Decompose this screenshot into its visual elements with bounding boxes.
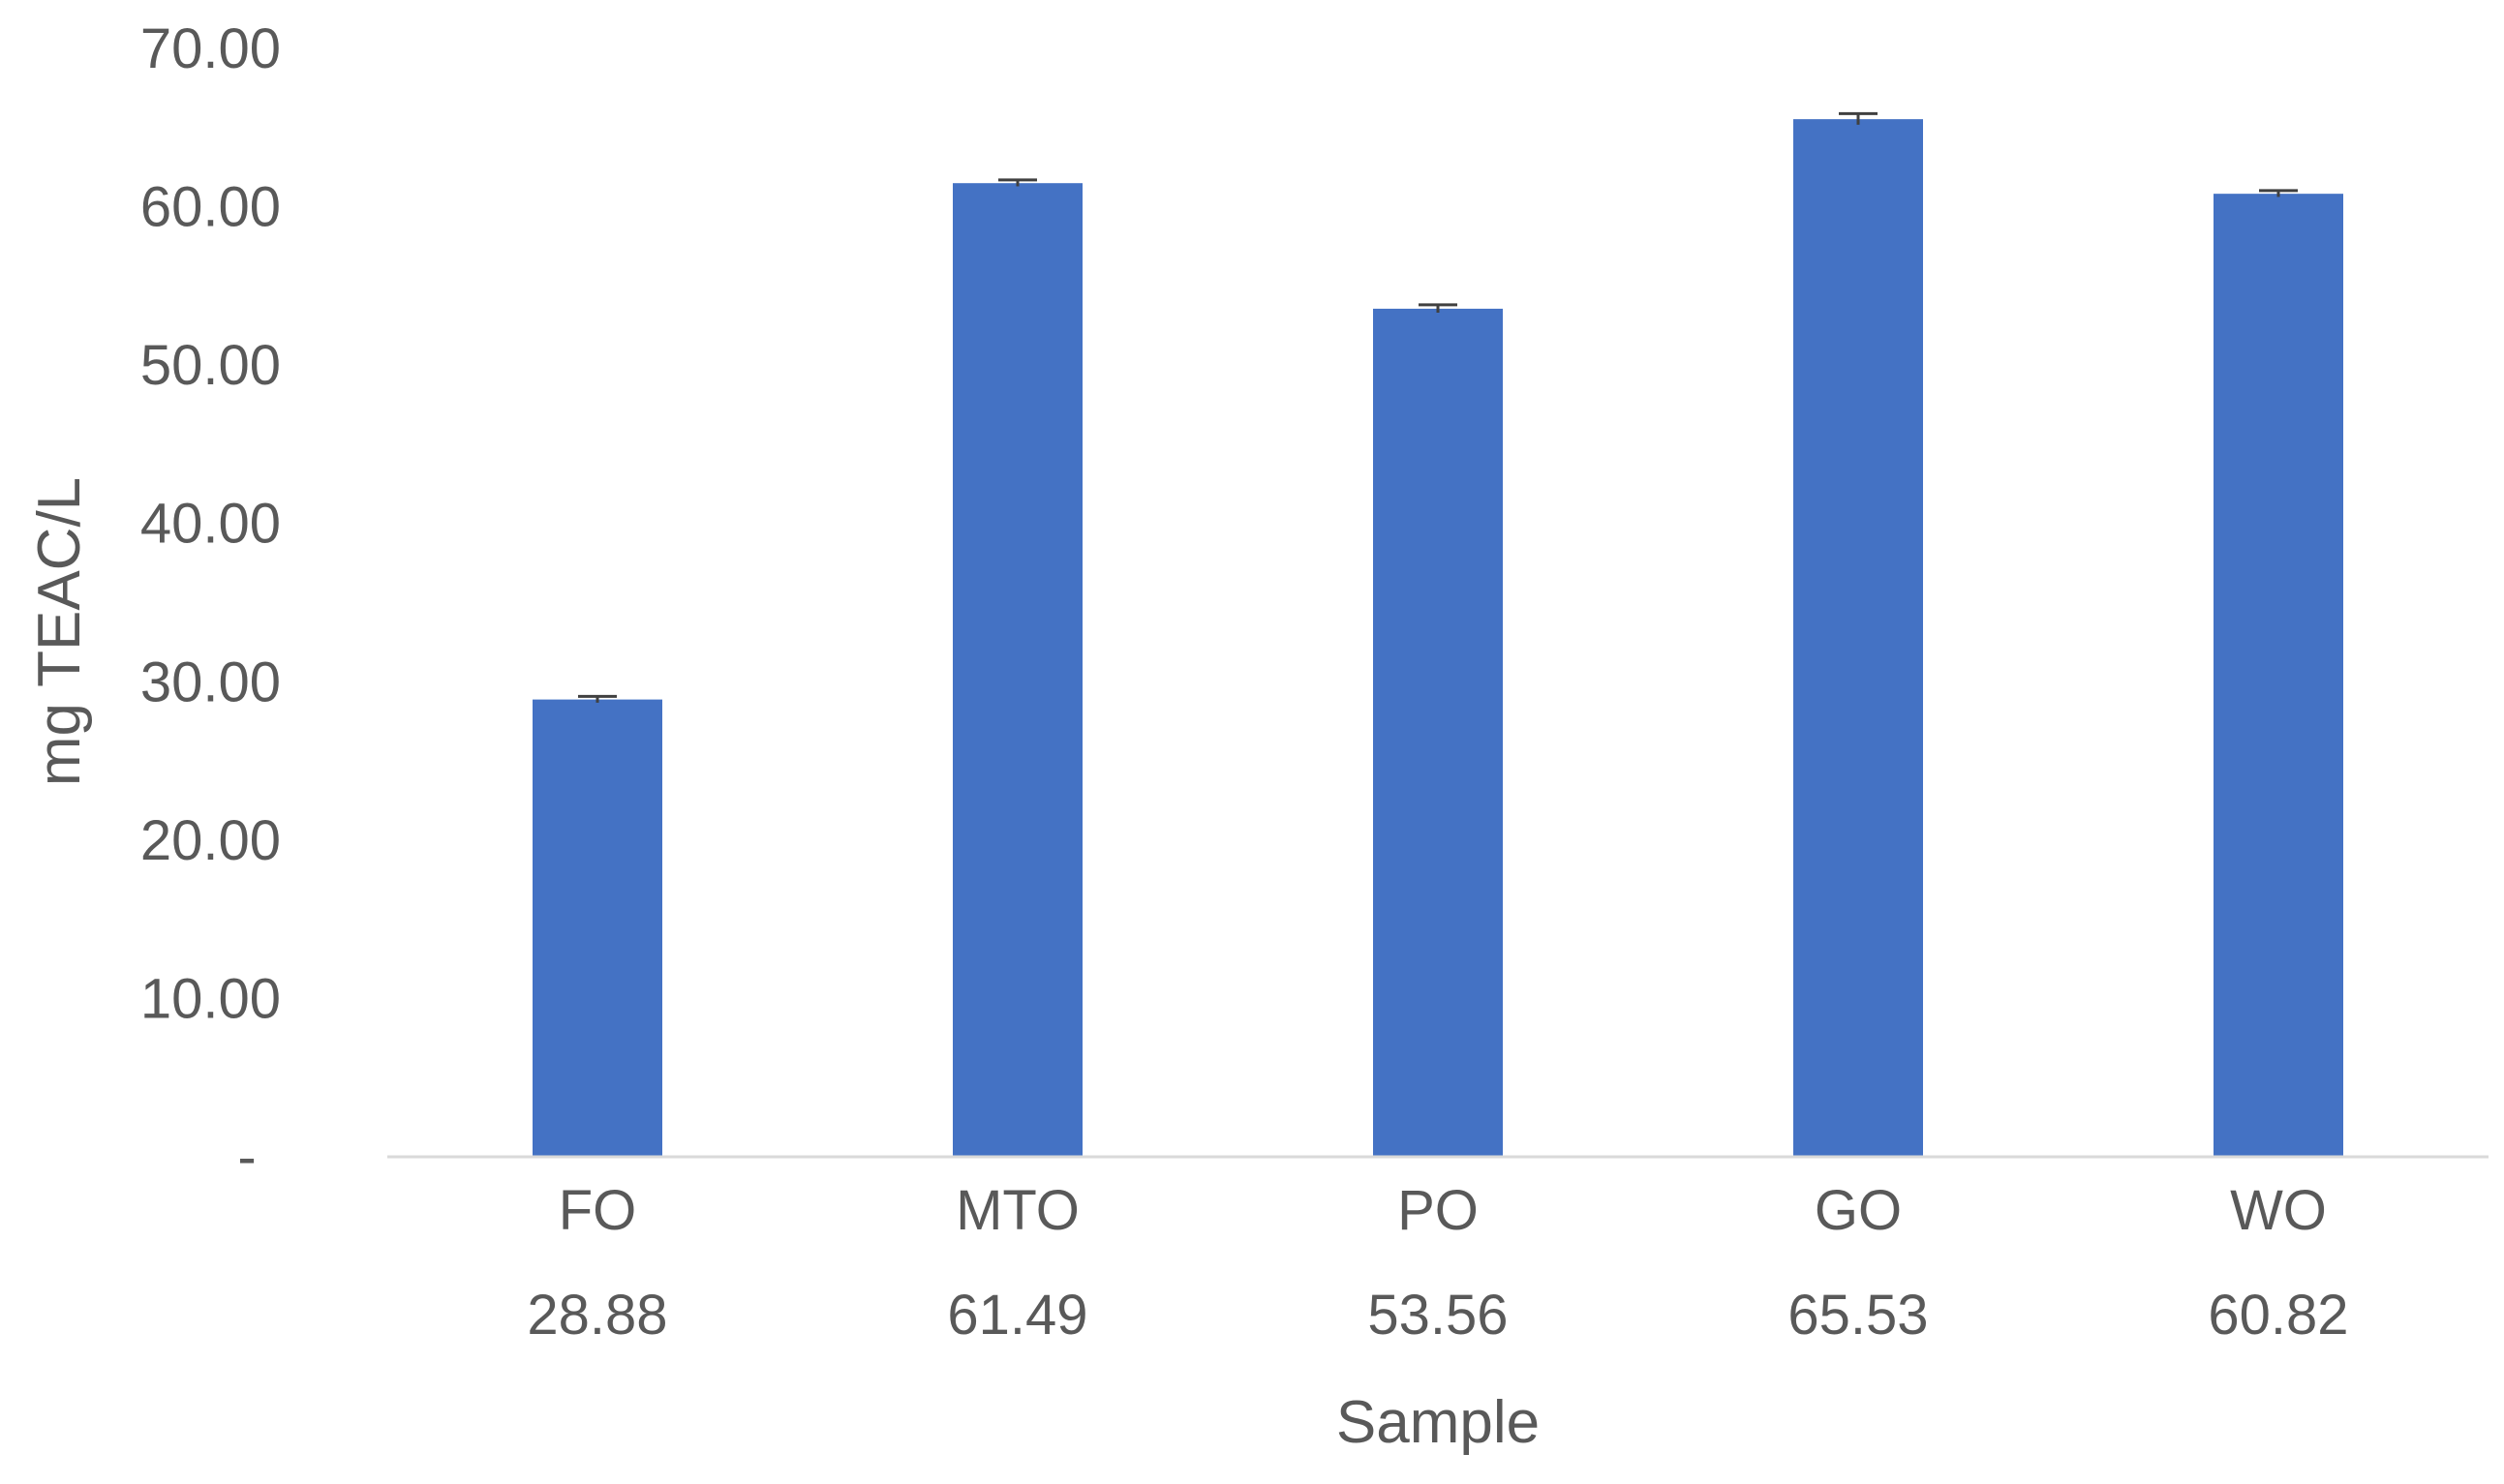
bar — [533, 699, 662, 1157]
x-axis-categories: FO MTO PO GO WO — [559, 1179, 2327, 1242]
x-axis-title: Sample — [1336, 1389, 1540, 1456]
x-tick-label: GO — [1815, 1179, 1902, 1242]
y-tick-label: 60.00 — [140, 176, 281, 239]
bars-group — [533, 119, 2343, 1157]
bar — [2214, 194, 2343, 1157]
x-tick-label: PO — [1397, 1179, 1479, 1242]
error-bars-group — [578, 111, 2298, 703]
y-tick-label: 30.00 — [140, 651, 281, 713]
data-table-value: 61.49 — [947, 1284, 1087, 1347]
data-table-value: 28.88 — [527, 1284, 667, 1347]
y-tick-label: 40.00 — [140, 493, 281, 556]
x-tick-label: MTO — [956, 1179, 1080, 1242]
y-axis-title: mg TEAC/L — [26, 477, 93, 786]
bar — [1793, 119, 1923, 1157]
y-tick-label: 70.00 — [140, 17, 281, 80]
y-tick-label: 10.00 — [140, 967, 281, 1030]
y-axis-ticks: - 10.00 20.00 30.00 40.00 50.00 60.00 70.00 — [140, 17, 281, 1189]
error-bar — [1419, 303, 1457, 314]
y-tick-label: - — [237, 1126, 256, 1189]
error-bar — [1839, 111, 1878, 125]
x-tick-label: WO — [2230, 1179, 2327, 1242]
data-table-values: 28.88 61.49 53.56 65.53 60.82 — [527, 1284, 2348, 1347]
y-tick-label: 20.00 — [140, 809, 281, 872]
data-table-value: 53.56 — [1367, 1284, 1508, 1347]
x-tick-label: FO — [559, 1179, 637, 1242]
error-bar — [2259, 189, 2298, 197]
bar — [953, 183, 1083, 1157]
bar — [1373, 308, 1503, 1157]
y-tick-label: 50.00 — [140, 334, 281, 397]
error-bar — [578, 694, 617, 703]
data-table-value: 65.53 — [1787, 1284, 1928, 1347]
data-table-value: 60.82 — [2208, 1284, 2348, 1347]
error-bar — [998, 178, 1037, 187]
